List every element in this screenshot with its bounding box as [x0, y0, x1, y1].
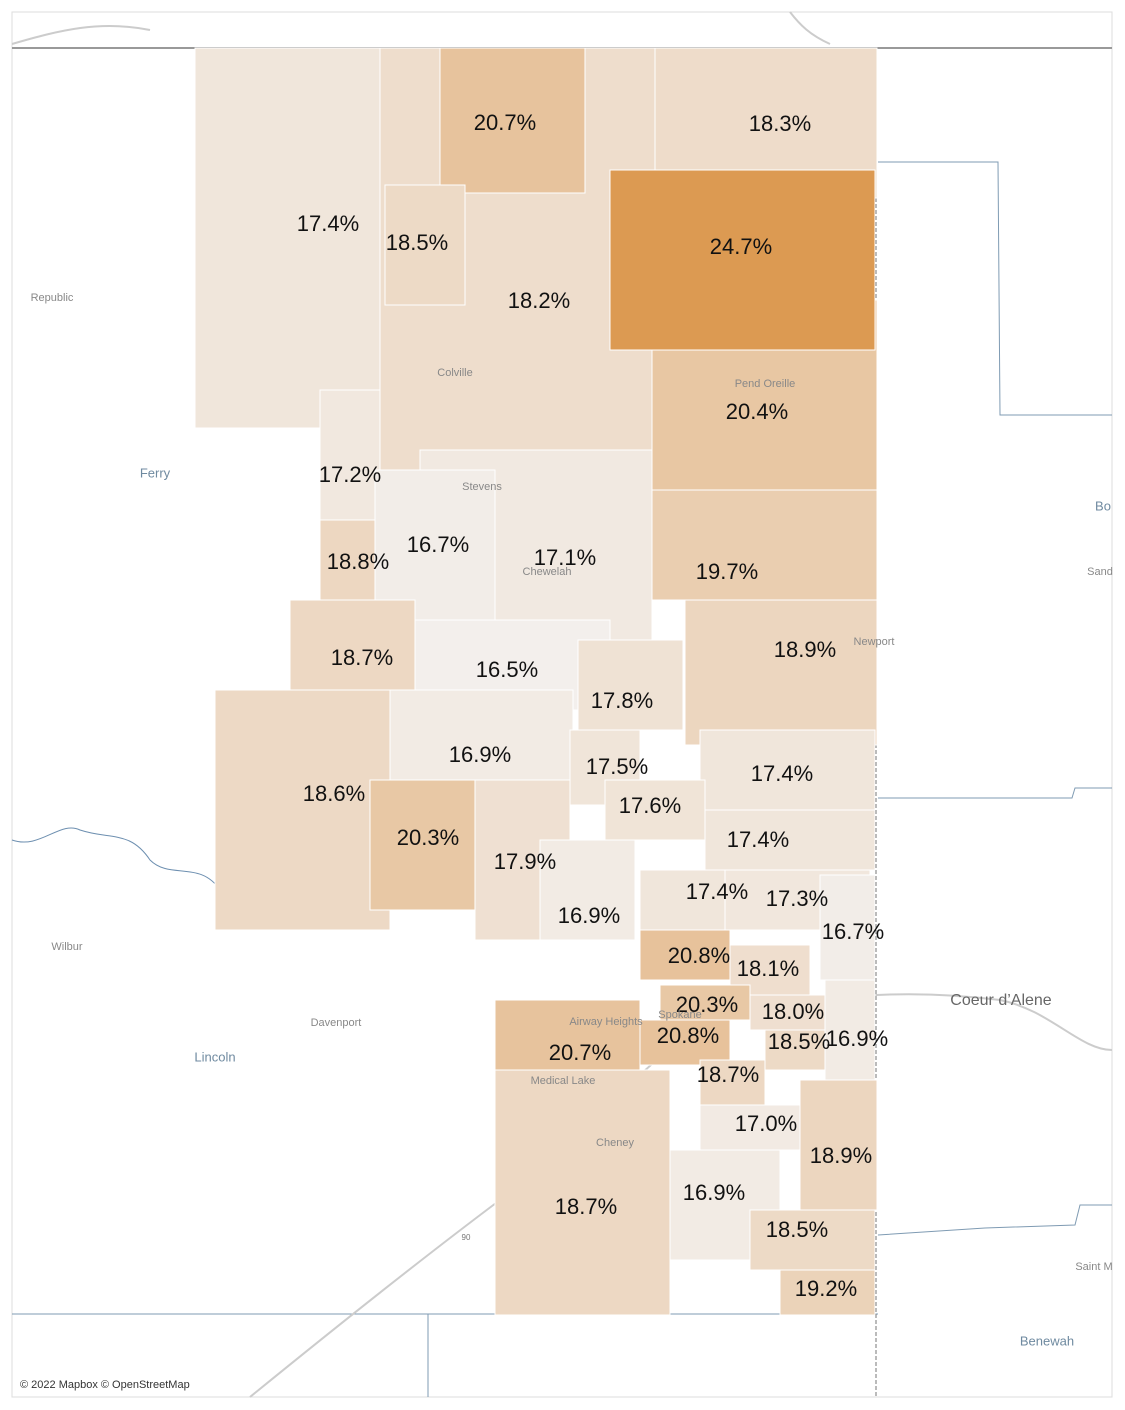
region-label: 18.5% — [766, 1217, 828, 1242]
region-label: 18.2% — [508, 288, 570, 313]
region-label: 18.3% — [749, 111, 811, 136]
region-label: 16.9% — [826, 1026, 888, 1051]
region-label: 20.3% — [397, 825, 459, 850]
region-label: 18.1% — [737, 956, 799, 981]
region — [369, 779, 476, 911]
region — [639, 1019, 731, 1066]
region — [319, 519, 376, 601]
region-label: 17.4% — [686, 879, 748, 904]
region-label: 18.9% — [810, 1143, 872, 1168]
region-label: 16.9% — [558, 903, 620, 928]
region — [799, 1079, 878, 1211]
region-label: 18.5% — [768, 1029, 830, 1054]
place-name: Sand — [1087, 566, 1113, 578]
region-label: 17.2% — [319, 462, 381, 487]
place-name: Airway Heights — [569, 1016, 643, 1028]
region-label: 17.8% — [591, 688, 653, 713]
place-name: Pend Oreille — [735, 378, 796, 390]
region — [609, 169, 876, 351]
place-name: Chewelah — [523, 566, 572, 578]
region — [749, 994, 826, 1031]
region-label: 19.7% — [696, 559, 758, 584]
region-label: 17.4% — [727, 827, 789, 852]
region-label: 20.7% — [549, 1040, 611, 1065]
region-label: 17.0% — [735, 1111, 797, 1136]
region — [704, 809, 876, 871]
region-label: 16.7% — [822, 919, 884, 944]
place-name: Ferry — [140, 465, 171, 480]
region-label: 18.8% — [327, 549, 389, 574]
region — [764, 1029, 826, 1071]
region-label: 20.8% — [668, 943, 730, 968]
region — [494, 999, 641, 1071]
place-name: Wilbur — [51, 941, 83, 953]
region — [214, 689, 391, 931]
region-label: 17.9% — [494, 849, 556, 874]
place-name: Medical Lake — [531, 1075, 596, 1087]
attribution: © 2022 Mapbox © OpenStreetMap — [20, 1379, 190, 1391]
region-label: 16.9% — [449, 742, 511, 767]
region-label: 18.7% — [555, 1194, 617, 1219]
place-name: Spokane — [658, 1009, 701, 1021]
place-name: Saint M — [1075, 1261, 1112, 1273]
place-name: Coeur d’Alene — [950, 992, 1052, 1009]
region-label: 16.9% — [683, 1180, 745, 1205]
region — [684, 599, 878, 746]
region-label: 18.6% — [303, 781, 365, 806]
region — [824, 979, 876, 1081]
region — [639, 929, 731, 981]
place-name: Benewah — [1020, 1333, 1074, 1348]
region — [357, 689, 574, 781]
region — [439, 47, 586, 194]
region — [374, 469, 496, 621]
region-label: 20.4% — [726, 399, 788, 424]
labels: 20.7% 18.3% 17.4% 18.5% 24.7% 18.2% 20.4% 17.2%… — [31, 110, 1113, 1349]
region — [651, 489, 878, 601]
place-name: Colville — [437, 367, 472, 379]
region — [819, 874, 876, 981]
region — [699, 729, 876, 811]
place-name: Republic — [31, 292, 74, 304]
region-label: 17.5% — [586, 754, 648, 779]
region-label: 20.7% — [474, 110, 536, 135]
region — [289, 599, 416, 691]
region-label: 24.7% — [710, 234, 772, 259]
regions — [194, 47, 878, 1316]
region — [699, 1104, 801, 1151]
region — [384, 184, 466, 306]
region — [577, 639, 684, 731]
region — [194, 47, 381, 429]
region-label: 19.2% — [795, 1276, 857, 1301]
place-name: Cheney — [596, 1137, 634, 1149]
place-name: Newport — [854, 636, 895, 648]
place-name: Davenport — [311, 1017, 362, 1029]
place-name: Bo — [1095, 498, 1111, 513]
region — [749, 1209, 876, 1271]
region-label: 18.7% — [697, 1062, 759, 1087]
region-label: 17.6% — [619, 793, 681, 818]
region-label: 16.7% — [407, 532, 469, 557]
place-name: 90 — [462, 1233, 471, 1242]
region-label: 17.3% — [766, 886, 828, 911]
region — [539, 839, 636, 941]
region-label: 17.1% — [534, 545, 596, 570]
region — [604, 779, 706, 841]
region-label: 18.5% — [386, 230, 448, 255]
place-name: Stevens — [462, 481, 502, 493]
region-label: 17.4% — [751, 761, 813, 786]
region-label: 16.5% — [476, 657, 538, 682]
region-label: 18.9% — [774, 637, 836, 662]
region — [779, 1269, 876, 1316]
region-label: 20.8% — [657, 1023, 719, 1048]
region — [319, 389, 381, 521]
region-label: 18.0% — [762, 999, 824, 1024]
region-label: 18.7% — [331, 645, 393, 670]
region — [494, 1069, 671, 1316]
region-label: 17.4% — [297, 211, 359, 236]
region-label: 20.3% — [676, 992, 738, 1017]
place-name: Lincoln — [194, 1049, 235, 1064]
